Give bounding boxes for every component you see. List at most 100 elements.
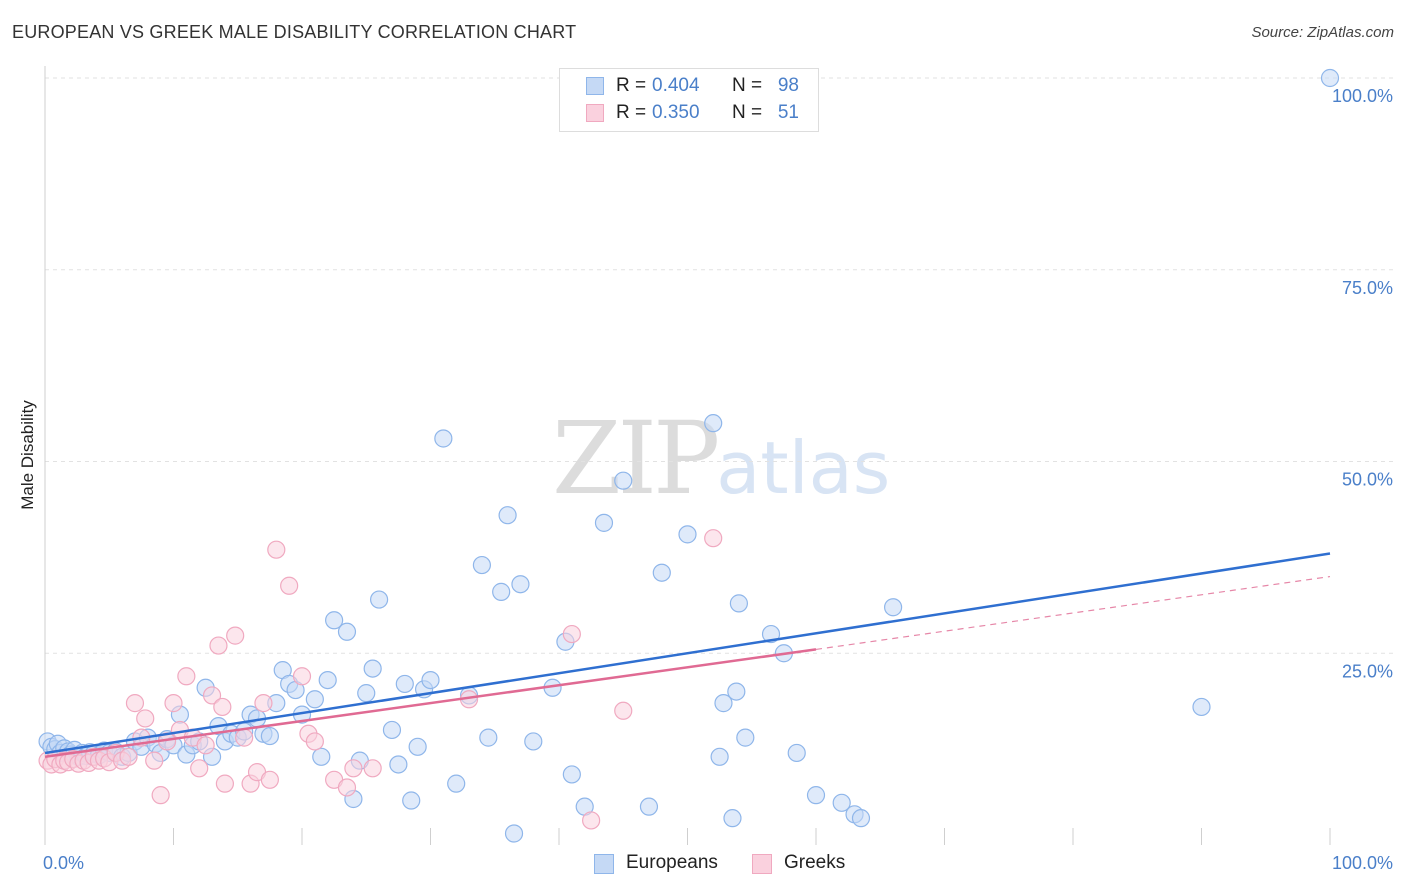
legend-r-value: 0.404 — [652, 75, 700, 96]
greeks-point — [363, 759, 382, 778]
europeans-point — [511, 575, 530, 594]
greeks-point — [145, 751, 164, 770]
greeks-point — [704, 529, 723, 548]
europeans-point — [395, 674, 414, 694]
y-tick-label: 100.0% — [1332, 86, 1393, 106]
source-label: Source: ZipAtlas.com — [1251, 24, 1394, 41]
greeks-point — [235, 728, 254, 747]
x-tick-label: 0.0% — [43, 853, 84, 873]
europeans-point — [504, 824, 524, 843]
greeks-point — [254, 694, 273, 713]
greeks-point — [190, 759, 209, 778]
greeks-point — [582, 811, 601, 830]
legend-r-label: R = — [616, 75, 647, 96]
y-tick-label: 50.0% — [1342, 470, 1393, 490]
europeans-point — [851, 809, 871, 828]
europeans-point — [312, 747, 331, 766]
europeans-point — [402, 791, 421, 810]
europeans-point — [704, 414, 723, 433]
europeans-point — [357, 684, 376, 703]
greeks-point — [177, 667, 196, 686]
europeans-point — [434, 429, 453, 448]
europeans-point — [594, 513, 614, 532]
europeans-point — [639, 797, 659, 816]
europeans-point — [806, 786, 826, 805]
europeans-point — [723, 809, 742, 828]
europeans-point — [408, 737, 427, 756]
europeans-point — [652, 563, 671, 582]
greeks-point — [164, 694, 183, 713]
greeks-point — [119, 747, 138, 766]
europeans-point — [389, 755, 408, 774]
europeans-point — [318, 670, 337, 690]
greeks-point — [562, 624, 581, 644]
greeks-point — [209, 636, 228, 655]
greeks-point — [614, 701, 633, 720]
greeks-point — [226, 626, 245, 645]
legend-r-label: R = — [616, 102, 647, 123]
legend-n-label: N = — [732, 102, 763, 123]
greeks-point — [292, 667, 312, 686]
europeans-point — [260, 726, 279, 746]
chart-title: EUROPEAN VS GREEK MALE DISABILITY CORREL… — [12, 22, 577, 42]
legend-n-value: 98 — [777, 75, 799, 96]
europeans-point — [447, 774, 466, 793]
bottom-legend-swatch-europeans — [594, 854, 614, 874]
europeans-point — [710, 747, 729, 766]
bottom-legend-label-greeks: Greeks — [784, 852, 846, 873]
y-tick-label: 25.0% — [1342, 661, 1393, 681]
legend-n-label: N = — [732, 75, 763, 96]
europeans-point — [305, 690, 324, 709]
bottom-legend-label-europeans: Europeans — [626, 852, 718, 873]
greeks-point — [305, 732, 324, 751]
europeans-point — [325, 611, 344, 630]
europeans-point — [498, 506, 517, 525]
europeans-point — [736, 728, 755, 747]
europeans-point — [787, 743, 806, 763]
europeans-point — [761, 624, 781, 644]
greeks-point — [260, 770, 279, 789]
europeans-point — [370, 590, 389, 609]
greeks-trend-extension — [815, 575, 1331, 651]
europeans-point — [714, 694, 733, 713]
greeks-point — [337, 778, 357, 797]
europeans-point — [729, 594, 749, 613]
europeans-point — [614, 471, 633, 490]
europeans-trend-line — [44, 552, 1331, 755]
y-tick-label: 75.0% — [1342, 278, 1393, 298]
legend-swatch-europeans — [586, 77, 604, 95]
greeks-trend-line — [44, 648, 817, 759]
legend-r-value: 0.350 — [652, 102, 700, 123]
greeks-point — [136, 709, 155, 728]
greeks-point — [280, 576, 299, 595]
europeans-point — [1320, 68, 1340, 88]
greeks-point — [213, 697, 232, 717]
greeks-point — [215, 774, 234, 793]
europeans-point — [727, 682, 746, 701]
europeans-point — [832, 793, 851, 812]
europeans-point — [382, 720, 402, 740]
europeans-point — [472, 555, 491, 575]
watermark-atlas: atlas — [716, 426, 891, 510]
europeans-point — [421, 670, 440, 690]
europeans-point — [524, 732, 543, 751]
greeks-point — [344, 759, 363, 778]
europeans-point — [883, 598, 903, 617]
europeans-point — [678, 525, 697, 544]
greeks-point — [202, 686, 222, 705]
europeans-point — [337, 622, 357, 641]
watermark: ZIPatlas — [552, 400, 890, 517]
greeks-point — [267, 540, 286, 559]
europeans-point — [1192, 697, 1211, 717]
greeks-point — [151, 786, 170, 805]
bottom-legend-swatch-greeks — [752, 854, 772, 874]
europeans-point — [363, 659, 382, 678]
watermark-zip: ZIP — [552, 400, 720, 517]
legend-swatch-greeks — [586, 104, 604, 122]
greeks-point — [125, 694, 145, 713]
stats-legend: R = 0.404 N = 98 R = 0.350 N = 51 — [559, 68, 819, 132]
greeks-point — [196, 736, 215, 755]
x-tick-label: 100.0% — [1332, 853, 1393, 873]
europeans-point — [562, 765, 581, 784]
